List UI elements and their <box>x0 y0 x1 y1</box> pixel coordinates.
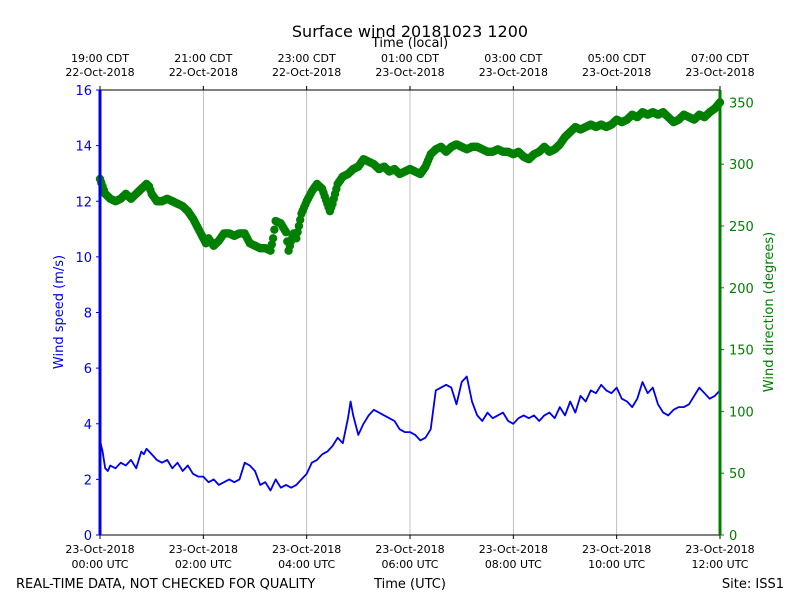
top-tick-time: 01:00 CDT <box>381 52 439 65</box>
bottom-tick-date: 23-Oct-2018 <box>65 543 134 556</box>
left-tick-label: 2 <box>84 473 92 488</box>
right-tick-label: 300 <box>729 158 754 173</box>
bottom-tick-time: 02:00 UTC <box>175 558 232 571</box>
bottom-tick-time: 04:00 UTC <box>278 558 335 571</box>
top-tick-time: 03:00 CDT <box>484 52 542 65</box>
left-tick-label: 0 <box>84 529 92 544</box>
speed-line <box>99 375 721 492</box>
left-tick-label: 6 <box>84 362 92 377</box>
footer-quality-note: REAL-TIME DATA, NOT CHECKED FOR QUALITY <box>16 577 315 592</box>
right-tick-label: 0 <box>729 529 737 544</box>
speed-series <box>99 375 721 492</box>
left-tick-label: 8 <box>84 307 92 322</box>
top-tick-date: 23-Oct-2018 <box>479 66 548 79</box>
right-tick-label: 100 <box>729 405 754 420</box>
bottom-tick-date: 23-Oct-2018 <box>685 543 754 556</box>
left-tick-label: 12 <box>75 195 92 210</box>
ticks: 23-Oct-2018 00:00 UTC 23-Oct-2018 02:00 UTC… <box>65 52 754 571</box>
left-tick-label: 14 <box>75 140 92 155</box>
direction-series <box>95 98 725 255</box>
bottom-tick-time: 08:00 UTC <box>485 558 542 571</box>
bottom-tick-time: 00:00 UTC <box>71 558 128 571</box>
top-tick-time: 19:00 CDT <box>71 52 129 65</box>
right-tick-label: 50 <box>729 467 746 482</box>
bottom-tick-time: 10:00 UTC <box>588 558 645 571</box>
bottom-tick-date: 23-Oct-2018 <box>375 543 444 556</box>
bottom-tick-time: 06:00 UTC <box>381 558 438 571</box>
right-tick-label: 200 <box>729 282 754 297</box>
left-tick-label: 16 <box>75 84 92 99</box>
direction-point <box>268 234 278 243</box>
top-tick-date: 23-Oct-2018 <box>582 66 651 79</box>
x-axis-label: Time (UTC) <box>373 577 446 592</box>
bottom-tick-time: 12:00 UTC <box>691 558 748 571</box>
direction-point <box>270 225 279 234</box>
bottom-tick-date: 23-Oct-2018 <box>169 543 238 556</box>
left-tick-label: 10 <box>75 251 92 266</box>
right-tick-label: 350 <box>729 96 754 111</box>
top-tick-time: 05:00 CDT <box>588 52 646 65</box>
top-axis-label: Time (local) <box>371 36 448 51</box>
top-tick-time: 21:00 CDT <box>174 52 232 65</box>
chart-title: Surface wind 20181023 1200 <box>292 22 528 41</box>
top-tick-time: 23:00 CDT <box>278 52 336 65</box>
direction-point <box>281 227 291 237</box>
left-axis-label: Wind speed (m/s) <box>52 255 67 369</box>
bottom-tick-date: 23-Oct-2018 <box>272 543 341 556</box>
bottom-tick-date: 23-Oct-2018 <box>479 543 548 556</box>
top-tick-date: 22-Oct-2018 <box>272 66 341 79</box>
top-tick-date: 22-Oct-2018 <box>65 66 134 79</box>
right-axis-label: Wind direction (degrees) <box>762 232 777 392</box>
top-tick-date: 23-Oct-2018 <box>685 66 754 79</box>
top-tick-time: 07:00 CDT <box>691 52 749 65</box>
top-tick-date: 22-Oct-2018 <box>169 66 238 79</box>
right-tick-label: 150 <box>729 344 754 359</box>
grid-lines <box>202 90 618 535</box>
right-tick-label: 250 <box>729 220 754 235</box>
top-tick-date: 23-Oct-2018 <box>375 66 444 79</box>
left-tick-label: 4 <box>84 418 92 433</box>
bottom-tick-date: 23-Oct-2018 <box>582 543 651 556</box>
footer-site: Site: ISS1 <box>722 577 784 592</box>
